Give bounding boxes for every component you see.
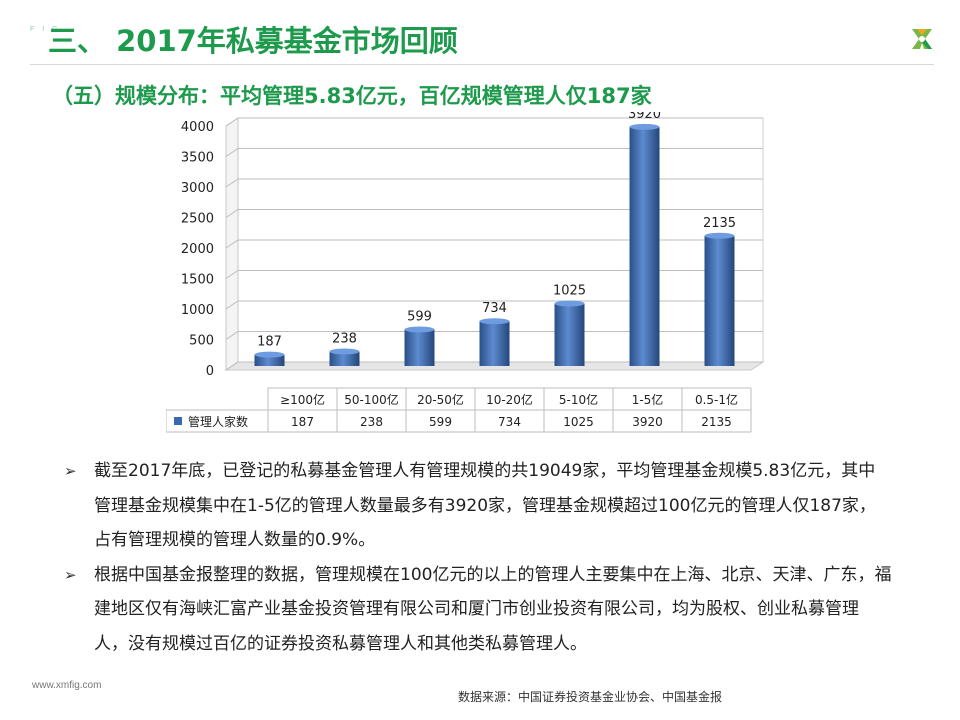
bar-top xyxy=(254,351,285,358)
bar-top xyxy=(479,318,510,325)
y-tick-label: 4000 xyxy=(181,120,214,135)
bar xyxy=(254,354,285,366)
y-tick-label: 1500 xyxy=(181,273,214,288)
section-subtitle: （五）规模分布：平均管理5.83亿元，百亿规模管理人仅187家 xyxy=(52,84,652,108)
x-category-label: 5-10亿 xyxy=(559,392,598,407)
legend-swatch xyxy=(174,417,182,425)
scale-distribution-chart: 0 500 1000 1500 2000 2500 3000 3500 4000 187 238 59… xyxy=(166,112,765,433)
y-tick-label: 2000 xyxy=(181,242,214,257)
y-tick-label: 3000 xyxy=(181,181,214,196)
x-category-label: 10-20亿 xyxy=(486,392,533,407)
bullet-text: 根据中国基金报整理的数据，管理规模在100亿元的以上的管理人主要集中在上海、北京… xyxy=(94,564,892,654)
bar xyxy=(404,329,435,366)
table-value: 1025 xyxy=(563,415,594,429)
bar xyxy=(329,351,360,366)
x-category-label: ≥100亿 xyxy=(280,392,325,407)
bullet-item: ➢ 根据中国基金报整理的数据，管理规模在100亿元的以上的管理人主要集中在上海、… xyxy=(62,558,892,662)
data-source: 数据来源：中国证券投资基金业协会、中国基金报 xyxy=(458,690,723,704)
bar-value-label: 187 xyxy=(257,335,282,350)
table-value: 238 xyxy=(360,415,383,429)
gridline xyxy=(225,300,763,310)
bar-top xyxy=(329,348,360,355)
website-link[interactable]: www.xmfig.com xyxy=(32,680,102,691)
y-tick-label: 1000 xyxy=(181,303,214,318)
table-value: 2135 xyxy=(701,415,732,429)
bullet-item: ➢ 截至2017年底，已登记的私募基金管理人有管理规模的共19049家，平均管理… xyxy=(62,454,892,558)
gridline xyxy=(225,239,763,249)
bullet-list: ➢ 截至2017年底，已登记的私募基金管理人有管理规模的共19049家，平均管理… xyxy=(62,454,892,661)
y-tick-label: 3500 xyxy=(181,151,214,166)
y-tick-label: 2500 xyxy=(181,212,214,227)
gridline xyxy=(225,117,763,127)
y-tick-label: 0 xyxy=(206,364,214,379)
gridline xyxy=(225,209,763,218)
bar xyxy=(479,321,510,366)
table-value: 187 xyxy=(291,415,314,429)
table-value: 599 xyxy=(429,415,452,429)
title-divider xyxy=(30,64,934,65)
gridline xyxy=(225,361,763,371)
slide-title: 三、 2017年私募基金市场回顾 xyxy=(48,24,458,58)
gridline xyxy=(225,178,763,188)
bullet-text: 截至2017年底，已登记的私募基金管理人有管理规模的共19049家，平均管理基金… xyxy=(94,461,876,550)
x-category-label: 50-100亿 xyxy=(344,392,399,407)
bar-value-label: 238 xyxy=(332,331,357,346)
gridline xyxy=(225,270,763,279)
brand-mark: F I G xyxy=(30,26,61,33)
bar-top xyxy=(629,123,660,130)
bar-value-label: 2135 xyxy=(703,216,736,231)
arrow-bullet-icon: ➢ xyxy=(64,565,77,584)
gridline xyxy=(225,148,763,157)
x-category-label: 20-50亿 xyxy=(417,392,464,407)
bar-value-label: 734 xyxy=(482,301,507,316)
arrow-bullet-icon: ➢ xyxy=(64,462,77,480)
table-value: 734 xyxy=(498,415,521,429)
bar-value-label: 599 xyxy=(407,309,432,324)
bar-top xyxy=(404,326,435,333)
bar-value-label: 1025 xyxy=(553,283,586,298)
bar-top xyxy=(554,300,585,307)
x-category-label: 1-5亿 xyxy=(632,392,664,407)
gridline xyxy=(225,331,763,340)
bar xyxy=(554,303,585,366)
bar xyxy=(704,235,735,366)
y-tick-label: 500 xyxy=(189,334,214,349)
legend-label: 管理人家数 xyxy=(188,414,248,429)
bar-value-label: 3920 xyxy=(628,112,661,122)
bar-top xyxy=(704,232,735,239)
bar xyxy=(629,126,660,366)
table-value: 3920 xyxy=(632,415,663,429)
company-logo-icon xyxy=(912,29,932,49)
x-category-label: 0.5-1亿 xyxy=(695,392,738,407)
